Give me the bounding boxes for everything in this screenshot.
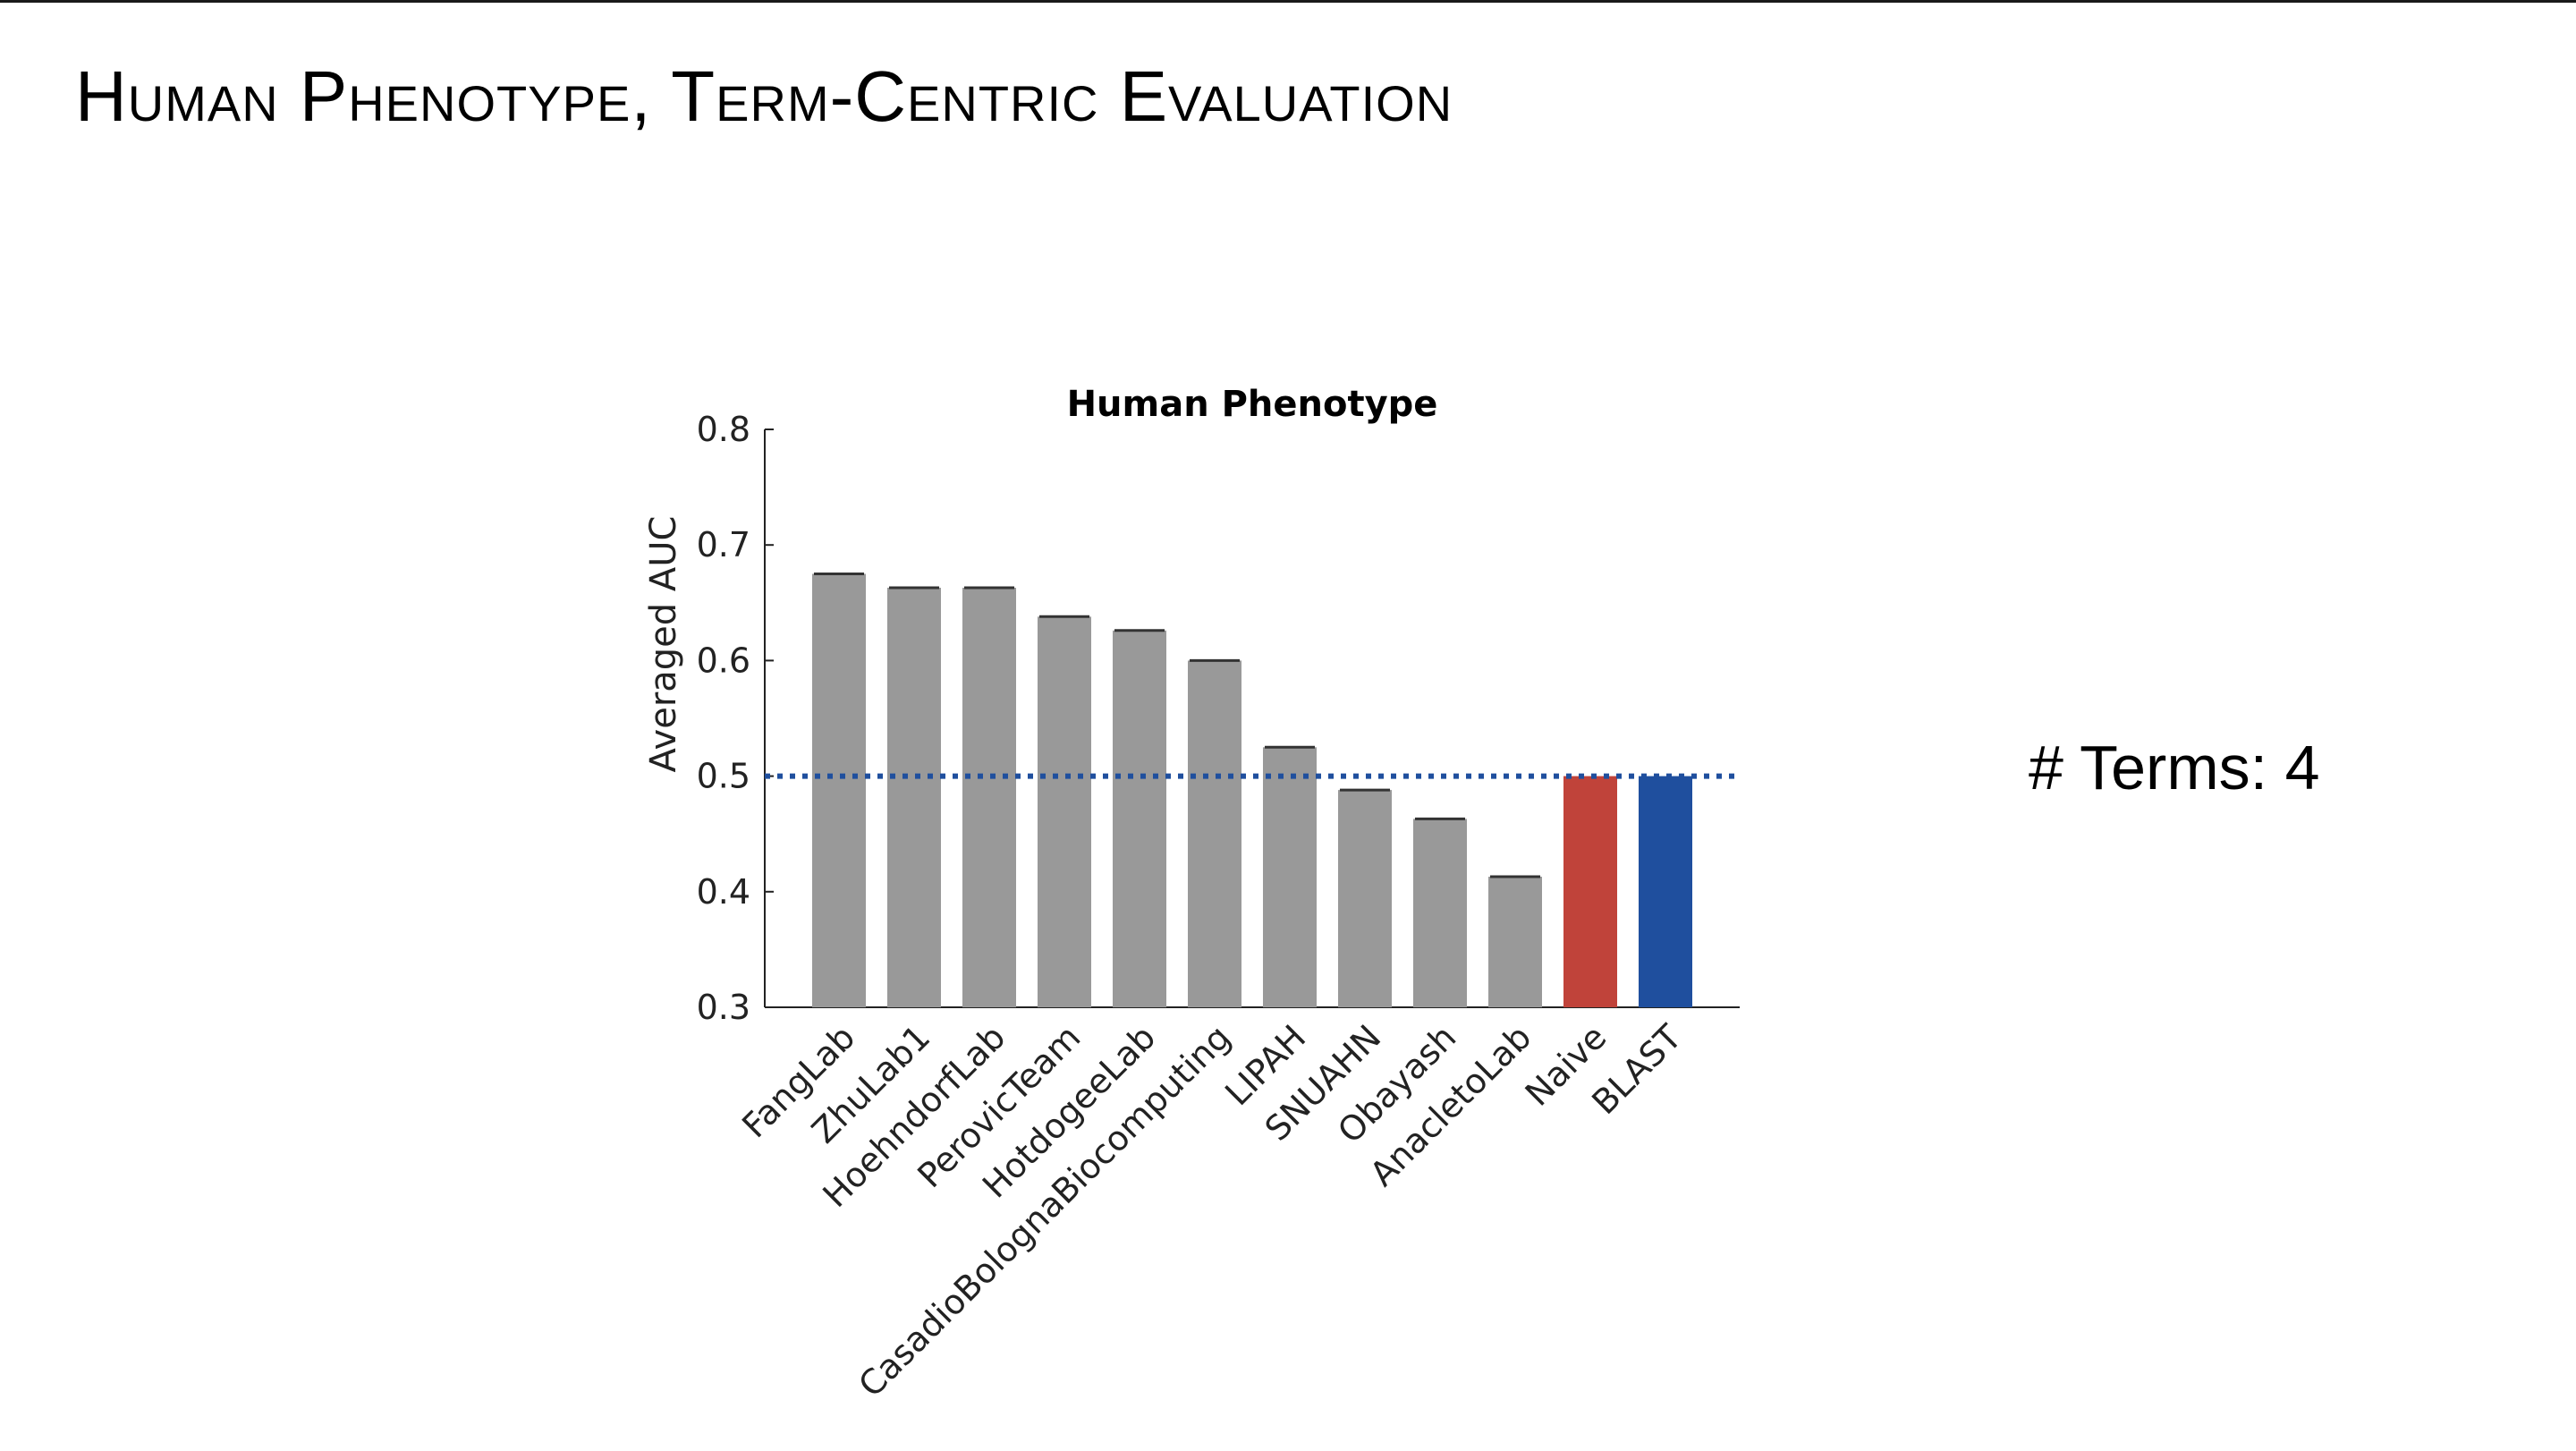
terms-count-label: # Terms: 4 (2029, 733, 2320, 802)
bar-blast (1639, 776, 1692, 1007)
bar-zhulab1 (887, 588, 941, 1007)
y-tick-label: 0.5 (697, 757, 750, 796)
bar-obayash (1413, 819, 1467, 1007)
bar-snuahn (1338, 790, 1392, 1007)
bar-casadiobolognabiocomputing (1188, 660, 1241, 1007)
bar-perovicteam (1038, 616, 1091, 1007)
y-tick-label: 0.3 (697, 988, 750, 1027)
y-ticks: 0.3 0.4 0.5 0.6 0.7 0.8 (697, 410, 774, 1027)
slide-title: Human Phenotype, Term-Centric Evaluation (75, 56, 1453, 136)
x-tick-labels: FangLabZhuLab1HoehndorfLabPerovicTeamHot… (734, 1017, 1690, 1405)
bar-hoehndorflab (962, 588, 1016, 1007)
bar-hotdogeelab (1113, 630, 1166, 1007)
y-tick-label: 0.8 (697, 410, 750, 449)
y-tick-label: 0.7 (697, 525, 750, 564)
bar-naive (1563, 776, 1617, 1007)
bar-fanglab (812, 573, 866, 1007)
y-axis-label: Averaged AUC (643, 516, 684, 773)
y-tick-label: 0.4 (697, 872, 750, 912)
bars (812, 573, 1692, 1007)
top-rule (0, 0, 2576, 3)
bar-anacletolab (1488, 877, 1542, 1007)
y-tick-label: 0.6 (697, 641, 750, 680)
chart-title: Human Phenotype (1067, 384, 1438, 425)
bar-lipah (1263, 747, 1317, 1007)
